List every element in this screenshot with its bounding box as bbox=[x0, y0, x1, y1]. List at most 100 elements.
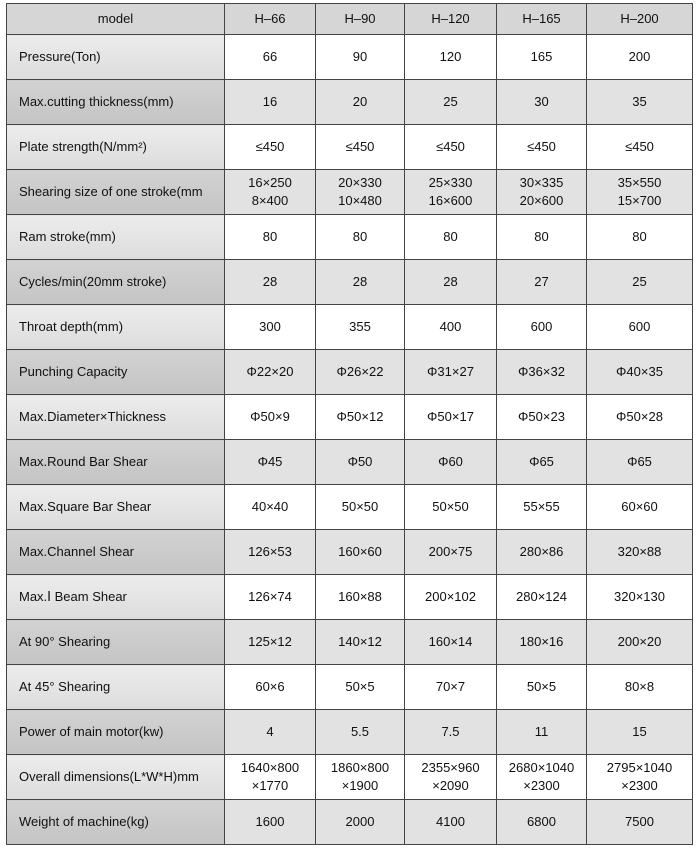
row-label: At 90° Shearing bbox=[6, 619, 225, 665]
value-cell: 2355×960 ×2090 bbox=[404, 754, 497, 800]
value-cell: 15 bbox=[586, 709, 693, 755]
table-row: Cycles/min(20mm stroke) 28 28 28 27 25 bbox=[6, 259, 693, 305]
table-row: Max.Round Bar Shear Φ45 Φ50 Φ60 Φ65 Φ65 bbox=[6, 439, 693, 485]
table-row: Pressure(Ton) 66 90 120 165 200 bbox=[6, 34, 693, 80]
value-cell: 50×50 bbox=[404, 484, 497, 530]
table-row: Ram stroke(mm) 80 80 80 80 80 bbox=[6, 214, 693, 260]
value-cell: 16×250 8×400 bbox=[224, 169, 316, 215]
row-label: Max.Square Bar Shear bbox=[6, 484, 225, 530]
table-row: Max.Square Bar Shear 40×40 50×50 50×50 55×55… bbox=[6, 484, 693, 530]
value-cell: 600 bbox=[496, 304, 587, 350]
value-cell: 200×75 bbox=[404, 529, 497, 575]
value-cell: 66 bbox=[224, 34, 316, 80]
row-label: Max.cutting thickness(mm) bbox=[6, 79, 225, 125]
table-row: Punching Capacity Φ22×20 Φ26×22 Φ31×27 Φ36×3… bbox=[6, 349, 693, 395]
value-cell: 50×5 bbox=[496, 664, 587, 710]
value-cell: 200×20 bbox=[586, 619, 693, 665]
row-label: At 45° Shearing bbox=[6, 664, 225, 710]
table-row: Plate strength(N/mm²) ≤450 ≤450 ≤450 ≤450 ≤45… bbox=[6, 124, 693, 170]
table-row: At 90° Shearing 125×12 140×12 160×14 180×16 2… bbox=[6, 619, 693, 665]
value-cell: 600 bbox=[586, 304, 693, 350]
row-label: Shearing size of one stroke(mm bbox=[6, 169, 225, 215]
value-cell: ≤450 bbox=[404, 124, 497, 170]
value-cell: 80 bbox=[315, 214, 405, 260]
header-cell: H–90 bbox=[315, 3, 405, 35]
value-cell: 200 bbox=[586, 34, 693, 80]
value-cell: 6800 bbox=[496, 799, 587, 845]
value-cell: ≤450 bbox=[586, 124, 693, 170]
value-cell: 28 bbox=[315, 259, 405, 305]
value-cell: 25×330 16×600 bbox=[404, 169, 497, 215]
value-cell: 30×335 20×600 bbox=[496, 169, 587, 215]
value-cell: 20 bbox=[315, 79, 405, 125]
header-cell: H–120 bbox=[404, 3, 497, 35]
row-label: Power of main motor(kw) bbox=[6, 709, 225, 755]
table-row: Power of main motor(kw) 4 5.5 7.5 11 15 bbox=[6, 709, 693, 755]
table-row: Max.Diameter×Thickness Φ50×9 Φ50×12 Φ50×17 Φ… bbox=[6, 394, 693, 440]
value-cell: Φ45 bbox=[224, 439, 316, 485]
value-cell: Φ65 bbox=[496, 439, 587, 485]
value-cell: 280×124 bbox=[496, 574, 587, 620]
value-cell: 300 bbox=[224, 304, 316, 350]
value-cell: 80 bbox=[404, 214, 497, 260]
value-cell: Φ50×12 bbox=[315, 394, 405, 440]
value-cell: 160×88 bbox=[315, 574, 405, 620]
row-label: Max.Ⅰ Beam Shear bbox=[6, 574, 225, 620]
value-cell: 120 bbox=[404, 34, 497, 80]
value-cell: 30 bbox=[496, 79, 587, 125]
table-row: Throat depth(mm) 300 355 400 600 600 bbox=[6, 304, 693, 350]
value-cell: 25 bbox=[586, 259, 693, 305]
value-cell: 165 bbox=[496, 34, 587, 80]
value-cell: 126×53 bbox=[224, 529, 316, 575]
table-row: Max.Ⅰ Beam Shear 126×74 160×88 200×102 280×1… bbox=[6, 574, 693, 620]
table-row: Max.cutting thickness(mm) 16 20 25 30 35 bbox=[6, 79, 693, 125]
table-row: At 45° Shearing 60×6 50×5 70×7 50×5 80×8 bbox=[6, 664, 693, 710]
row-label: Punching Capacity bbox=[6, 349, 225, 395]
spec-table: model H–66 H–90 H–120 H–165 H–200 Pressure(To… bbox=[6, 3, 693, 845]
value-cell: Φ50×28 bbox=[586, 394, 693, 440]
value-cell: Φ22×20 bbox=[224, 349, 316, 395]
table-row: Max.Channel Shear 126×53 160×60 200×75 280×8… bbox=[6, 529, 693, 575]
value-cell: 35 bbox=[586, 79, 693, 125]
value-cell: Φ50 bbox=[315, 439, 405, 485]
value-cell: 160×14 bbox=[404, 619, 497, 665]
value-cell: 140×12 bbox=[315, 619, 405, 665]
value-cell: 7500 bbox=[586, 799, 693, 845]
value-cell: ≤450 bbox=[224, 124, 316, 170]
row-label: Plate strength(N/mm²) bbox=[6, 124, 225, 170]
value-cell: Φ65 bbox=[586, 439, 693, 485]
header-label: model bbox=[6, 3, 225, 35]
value-cell: 320×130 bbox=[586, 574, 693, 620]
row-label: Max.Channel Shear bbox=[6, 529, 225, 575]
value-cell: 2795×1040 ×2300 bbox=[586, 754, 693, 800]
value-cell: Φ50×17 bbox=[404, 394, 497, 440]
value-cell: Φ50×9 bbox=[224, 394, 316, 440]
value-cell: 28 bbox=[404, 259, 497, 305]
value-cell: 27 bbox=[496, 259, 587, 305]
value-cell: 1860×800 ×1900 bbox=[315, 754, 405, 800]
row-label: Max.Diameter×Thickness bbox=[6, 394, 225, 440]
row-label: Overall dimensions(L*W*H)mm bbox=[6, 754, 225, 800]
value-cell: 1600 bbox=[224, 799, 316, 845]
value-cell: 2000 bbox=[315, 799, 405, 845]
header-cell: H–200 bbox=[586, 3, 693, 35]
value-cell: 11 bbox=[496, 709, 587, 755]
row-label: Max.Round Bar Shear bbox=[6, 439, 225, 485]
value-cell: 80×8 bbox=[586, 664, 693, 710]
row-label: Throat depth(mm) bbox=[6, 304, 225, 350]
value-cell: Φ26×22 bbox=[315, 349, 405, 395]
value-cell: 25 bbox=[404, 79, 497, 125]
value-cell: 7.5 bbox=[404, 709, 497, 755]
value-cell: 20×330 10×480 bbox=[315, 169, 405, 215]
value-cell: ≤450 bbox=[496, 124, 587, 170]
value-cell: 90 bbox=[315, 34, 405, 80]
value-cell: 4100 bbox=[404, 799, 497, 845]
value-cell: 16 bbox=[224, 79, 316, 125]
value-cell: 180×16 bbox=[496, 619, 587, 665]
value-cell: 55×55 bbox=[496, 484, 587, 530]
spec-table-container: model H–66 H–90 H–120 H–165 H–200 Pressure(To… bbox=[6, 3, 693, 845]
value-cell: 50×5 bbox=[315, 664, 405, 710]
value-cell: 80 bbox=[496, 214, 587, 260]
row-label: Cycles/min(20mm stroke) bbox=[6, 259, 225, 305]
header-cell: H–165 bbox=[496, 3, 587, 35]
